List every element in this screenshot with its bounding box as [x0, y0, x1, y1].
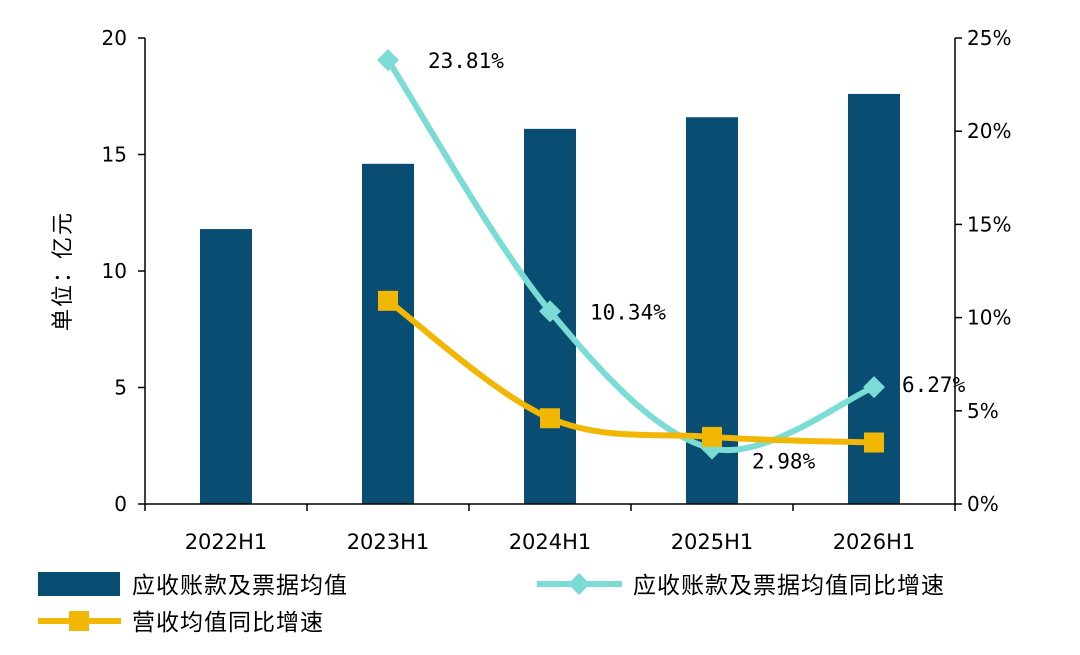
line-series [377, 49, 885, 460]
square-marker-2024H1 [540, 408, 560, 429]
y2-tick-label: 5% [967, 399, 999, 423]
line-receivables-growth [385, 57, 877, 454]
square-marker-2026H1 [864, 432, 884, 453]
legend-label-receivables: 应收账款及票据均值 [132, 573, 348, 599]
y2-tick-label: 10% [967, 306, 1011, 330]
data-labels: 23.81% 10.34% 2.98% 6.27% [428, 49, 966, 473]
x-tick-label: 2024H1 [509, 530, 592, 554]
y-axis-title: 单位：亿元 [51, 211, 76, 331]
y-tick-label: 10 [102, 259, 127, 283]
diamond-marker-2026H1 [863, 376, 885, 399]
y-tick-label: 5 [114, 376, 127, 400]
diamond-marker-2023H1 [377, 49, 399, 72]
data-label-2023H1: 23.81% [428, 49, 504, 73]
y-tick-label: 15 [102, 143, 127, 167]
legend-label-revenue-growth: 营收均值同比增速 [132, 610, 324, 636]
data-label-2025H1: 2.98% [752, 449, 816, 473]
legend-swatch-receivables [38, 572, 120, 596]
y-tick-label: 20 [102, 26, 127, 50]
x-tick-label: 2023H1 [347, 530, 430, 554]
line-revenue-growth [385, 297, 877, 446]
y2-tick-label: 0% [967, 492, 999, 516]
data-label-2024H1: 10.34% [590, 300, 666, 324]
legend-diamond-icon [568, 573, 590, 595]
bar-2023H1 [362, 163, 414, 504]
diamond-marker-2024H1 [539, 300, 561, 323]
y2-tick-label: 20% [967, 119, 1011, 143]
square-marker-2023H1 [378, 290, 398, 311]
bar-2022H1 [200, 229, 252, 504]
legend-square-icon [69, 611, 89, 631]
y-tick-label: 0 [114, 492, 127, 516]
x-tick-label: 2026H1 [833, 530, 916, 554]
square-marker-2025H1 [702, 426, 722, 447]
legend-label-receivables-growth: 应收账款及票据均值同比增速 [633, 573, 945, 599]
y2-tick-label: 25% [967, 26, 1011, 50]
x-tick-label: 2022H1 [185, 530, 268, 554]
x-tick-label: 2025H1 [671, 530, 754, 554]
data-label-2026H1: 6.27% [902, 373, 966, 397]
axes: 0 5 10 15 20 0% 5% 10% 15% 20% 25% 2022H1 2023H1 2024… [51, 26, 1011, 554]
y2-tick-label: 15% [967, 212, 1011, 236]
